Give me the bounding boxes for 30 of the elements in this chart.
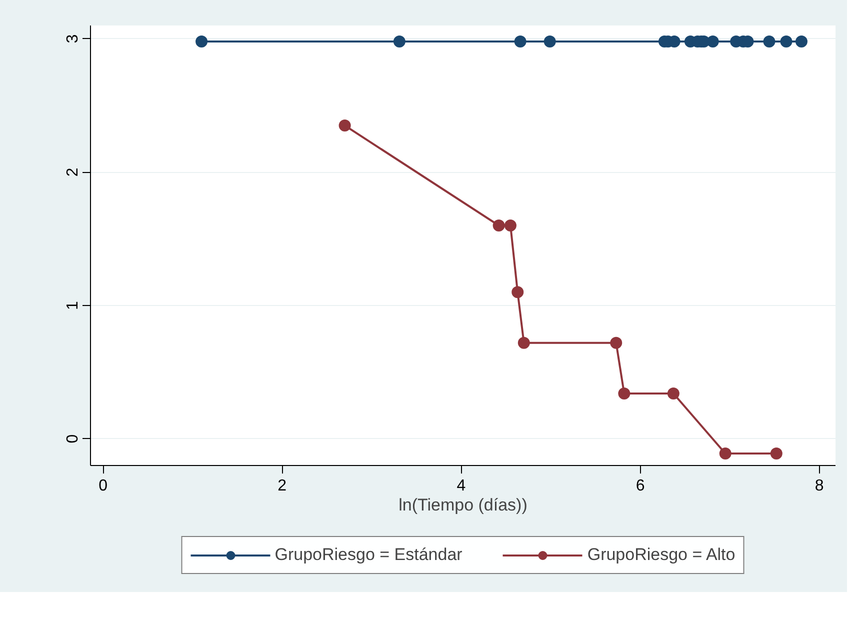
point — [504, 220, 516, 232]
point — [393, 36, 406, 48]
point — [610, 336, 622, 349]
point — [514, 36, 526, 48]
y-tick-label: 1 — [64, 300, 82, 310]
x-tick-label: 4 — [456, 478, 466, 494]
legend-label: GrupoRiesgo = Alto — [587, 544, 736, 564]
point — [338, 120, 351, 132]
point — [618, 388, 630, 400]
point — [518, 336, 530, 349]
point — [795, 36, 808, 48]
point — [763, 36, 776, 48]
x-axis-title: ln(Tiempo (días)) — [398, 496, 528, 514]
x-tick-label: 2 — [278, 478, 287, 494]
point — [196, 36, 208, 48]
point — [770, 448, 782, 460]
point — [719, 448, 732, 460]
point — [780, 36, 792, 48]
point — [512, 286, 524, 298]
point — [706, 36, 719, 48]
y-tick-label: 2 — [64, 168, 82, 177]
y-tick-label: 3 — [64, 34, 82, 44]
x-tick-label: 6 — [636, 478, 645, 494]
point — [667, 388, 680, 400]
point — [492, 220, 505, 232]
x-tick-label: 8 — [814, 478, 824, 494]
point — [544, 36, 556, 48]
y-tick-label: 0 — [64, 434, 82, 444]
legend-label: GrupoRiesgo = Estándar — [274, 544, 462, 564]
x-tick-label: 0 — [98, 478, 108, 494]
